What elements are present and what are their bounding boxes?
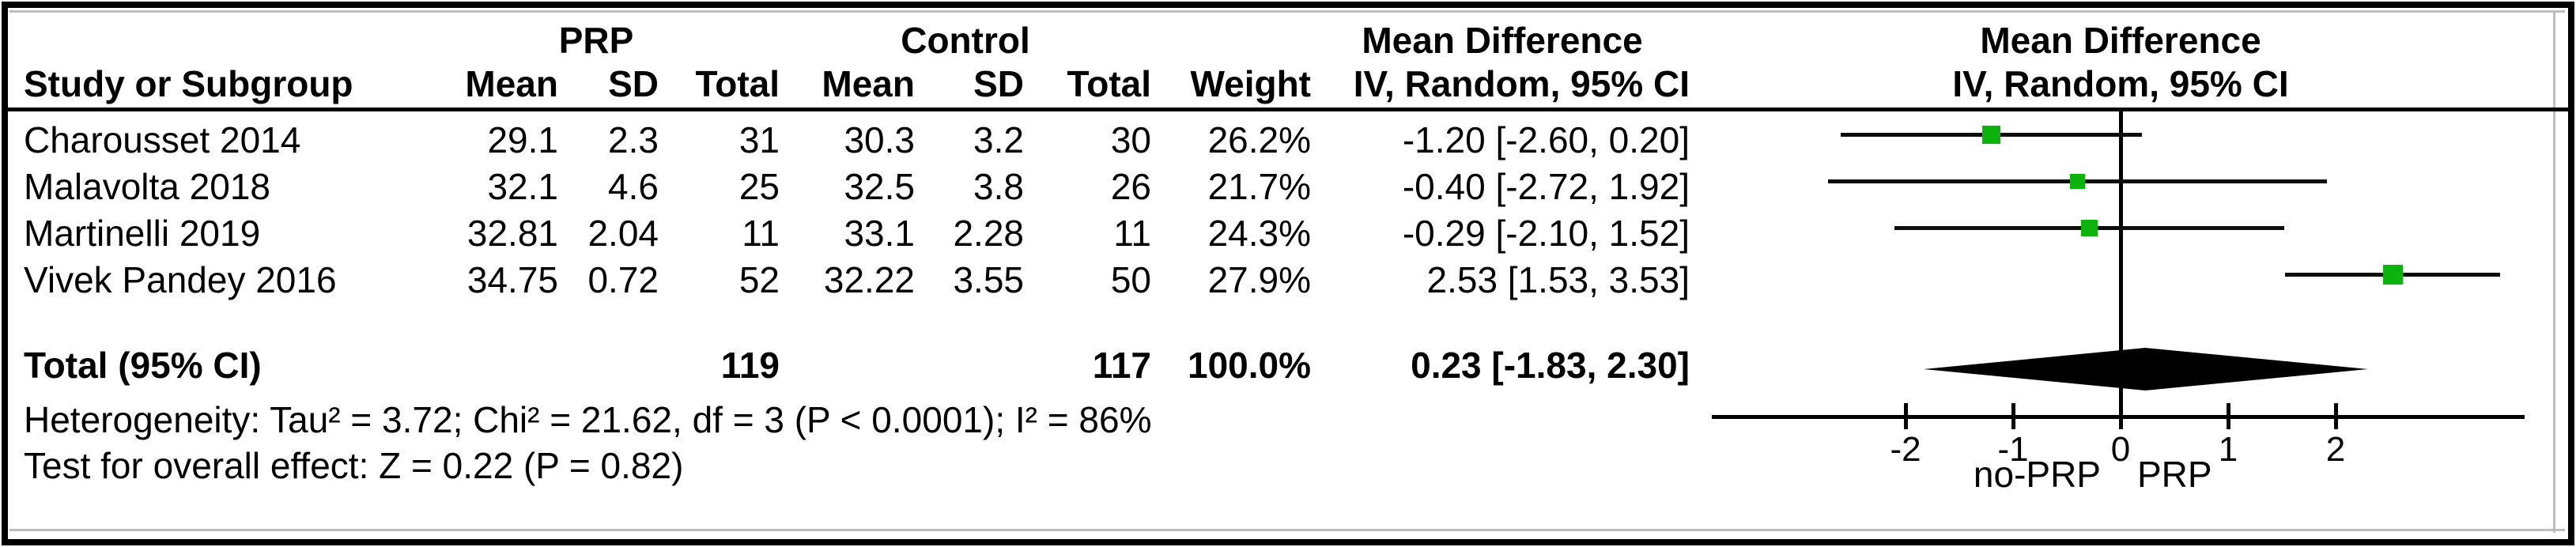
axis-tick-label: 2 — [2325, 430, 2346, 469]
table-cell-total1: 25 — [738, 166, 780, 207]
table-cell-mean1: 32.1 — [487, 166, 558, 207]
total-row-label: Total (95% CI) — [24, 345, 262, 386]
axis-label-right: PRP — [2137, 454, 2212, 495]
effect-column-subtitle: IV, Random, 95% CI — [1353, 63, 1690, 104]
header-divider — [8, 108, 2568, 111]
table-cell-sd1: 0.72 — [587, 259, 659, 300]
effect-square — [2070, 173, 2086, 189]
inner-hairline-top — [9, 10, 2565, 13]
table-cell-ci: 2.53 [1.53, 3.53] — [1426, 259, 1690, 300]
group2-header: Control — [901, 20, 1030, 61]
col-header-study: Study or Subgroup — [24, 63, 353, 104]
overall-effect-test: Test for overall effect: Z = 0.22 (P = 0… — [24, 445, 684, 486]
total-cell-ci: 0.23 [-1.83, 2.30] — [1411, 345, 1690, 386]
table-cell-mean2: 33.1 — [844, 213, 915, 254]
table-cell-sd2: 3.8 — [973, 166, 1024, 207]
table-cell-total2: 50 — [1110, 259, 1151, 300]
col-header-total-2: Total — [1067, 63, 1151, 104]
axis-tick-label: 1 — [2218, 430, 2238, 469]
axis-tick-label: 0 — [2110, 430, 2131, 469]
col-header-weight: Weight — [1190, 63, 1311, 104]
inner-hairline-right — [2553, 11, 2555, 533]
table-cell-total2: 30 — [1110, 119, 1151, 160]
table-cell-total2: 26 — [1110, 166, 1151, 207]
table-cell-mean1: 32.81 — [466, 213, 558, 254]
zero-effect-line — [2119, 111, 2123, 419]
group1-header: PRP — [558, 20, 634, 61]
pooled-diamond-shape — [1924, 348, 2368, 390]
axis-tick — [2011, 403, 2015, 429]
total-cell-weight: 100.0% — [1187, 345, 1311, 386]
table-cell-mean2: 32.22 — [823, 259, 915, 300]
table-cell-sd2: 3.2 — [973, 119, 1024, 160]
x-axis-line — [1712, 415, 2525, 419]
table-cell-sd1: 4.6 — [608, 166, 659, 207]
col-header-sd-2: SD — [973, 63, 1024, 104]
table-cell-mean2: 32.5 — [844, 166, 915, 207]
plot-subtitle: IV, Random, 95% CI — [1952, 63, 2289, 104]
table-cell-mean1: 29.1 — [487, 119, 558, 160]
effect-square — [1982, 125, 2001, 144]
table-cell-sd2: 3.55 — [953, 259, 1024, 300]
col-header-mean-1: Mean — [465, 63, 558, 104]
total-cell-total2: 117 — [1092, 345, 1151, 386]
axis-tick — [2227, 403, 2230, 429]
table-cell-mean2: 30.3 — [844, 119, 915, 160]
effect-column-title: Mean Difference — [1362, 20, 1643, 61]
study-name: Martinelli 2019 — [24, 213, 261, 254]
table-cell-ci: -1.20 [-2.60, 0.20] — [1402, 119, 1690, 160]
axis-tick-label: -2 — [1890, 430, 1921, 469]
table-cell-total1: 31 — [738, 119, 780, 160]
inner-hairline-bottom — [9, 529, 2565, 531]
axis-label-left: no-PRP — [1973, 454, 2101, 495]
study-name: Malavolta 2018 — [24, 166, 270, 207]
table-cell-sd1: 2.3 — [608, 119, 659, 160]
plot-title: Mean Difference — [1980, 20, 2261, 61]
table-cell-weight: 27.9% — [1207, 259, 1311, 300]
table-cell-ci: -0.29 [-2.10, 1.52] — [1402, 213, 1690, 254]
col-header-sd-1: SD — [608, 63, 659, 104]
axis-tick-label: -1 — [1997, 430, 2029, 469]
axis-tick — [2119, 403, 2123, 429]
table-cell-total1: 11 — [742, 213, 780, 254]
table-cell-weight: 26.2% — [1207, 119, 1311, 160]
table-cell-mean1: 34.75 — [466, 259, 558, 300]
effect-square — [2382, 264, 2403, 285]
table-cell-weight: 24.3% — [1207, 213, 1311, 254]
table-cell-ci: -0.40 [-2.72, 1.92] — [1402, 166, 1690, 207]
study-name: Vivek Pandey 2016 — [24, 259, 337, 300]
table-cell-weight: 21.7% — [1207, 166, 1311, 207]
axis-tick — [2334, 403, 2338, 429]
study-name: Charousset 2014 — [24, 119, 301, 160]
effect-square — [2081, 219, 2098, 236]
table-cell-total1: 52 — [738, 259, 780, 300]
total-cell-total1: 119 — [720, 345, 780, 386]
col-header-mean-2: Mean — [822, 63, 915, 104]
pooled-diamond — [1924, 348, 2368, 390]
table-cell-sd1: 2.04 — [587, 213, 659, 254]
table-cell-sd2: 2.28 — [953, 213, 1024, 254]
heterogeneity-stats: Heterogeneity: Tau² = 3.72; Chi² = 21.62… — [24, 399, 1152, 440]
axis-tick — [1904, 403, 1908, 429]
col-header-total-1: Total — [695, 63, 780, 104]
table-cell-total2: 11 — [1113, 213, 1151, 254]
